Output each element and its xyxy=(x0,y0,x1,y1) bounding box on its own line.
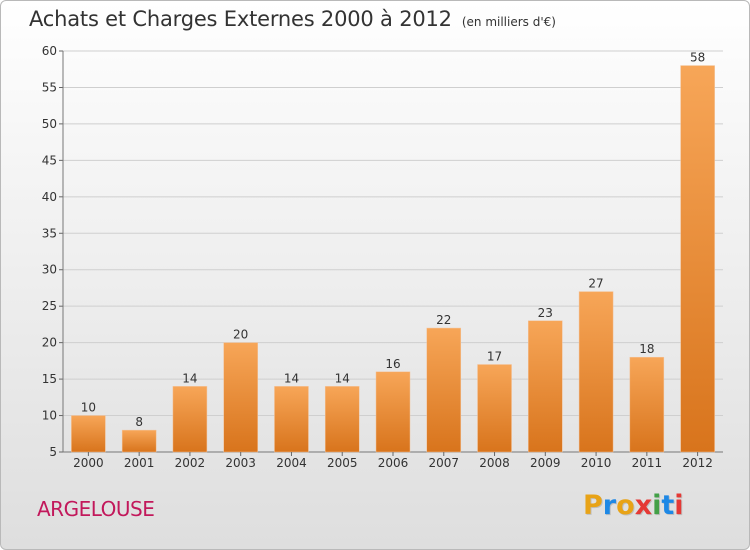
y-tick-label: 20 xyxy=(42,336,57,350)
logo-letter: i xyxy=(674,490,684,521)
y-tick-label: 25 xyxy=(42,299,57,313)
proxiti-logo: Proxiti xyxy=(583,490,684,521)
bar xyxy=(528,320,563,453)
chart-subtitle: (en milliers d'€) xyxy=(461,15,556,29)
chart-title: Achats et Charges Externes 2000 à 2012 xyxy=(29,7,452,31)
y-tick-label: 35 xyxy=(42,226,57,240)
bar xyxy=(71,415,106,453)
bar-value-label: 22 xyxy=(436,313,451,327)
y-tick-label: 55 xyxy=(42,80,57,94)
logo-letter: t xyxy=(661,490,675,521)
bar-value-label: 20 xyxy=(233,328,248,342)
x-tick-label: 2006 xyxy=(378,456,409,470)
y-tick-label: 40 xyxy=(42,190,57,204)
x-tick-label: 2003 xyxy=(225,456,256,470)
x-tick-label: 2007 xyxy=(428,456,459,470)
y-tick-label: 5 xyxy=(49,445,57,459)
x-tick-label: 2000 xyxy=(73,456,104,470)
y-tick-label: 30 xyxy=(42,263,57,277)
bar xyxy=(172,386,208,453)
bar xyxy=(121,429,157,453)
logo-letter: P xyxy=(583,490,603,521)
bar-value-label: 14 xyxy=(335,371,350,385)
y-tick-label: 60 xyxy=(42,44,57,58)
logo-letter: r xyxy=(602,490,617,521)
bar-value-label: 17 xyxy=(487,350,502,364)
x-tick-label: 2001 xyxy=(124,456,155,470)
chart-title-block: Achats et Charges Externes 2000 à 2012 (e… xyxy=(29,7,556,31)
bar-value-label: 58 xyxy=(690,51,705,65)
bar-value-label: 27 xyxy=(588,277,603,291)
x-tick-label: 2008 xyxy=(479,456,510,470)
logo-letter: o xyxy=(616,490,635,521)
bar xyxy=(375,371,411,453)
bar-value-label: 14 xyxy=(182,371,197,385)
logo-letter: x xyxy=(634,490,653,521)
bar xyxy=(223,342,258,453)
x-tick-label: 2012 xyxy=(682,456,713,470)
bar-value-label: 16 xyxy=(385,357,400,371)
y-tick-label: 45 xyxy=(42,153,57,167)
x-tick-label: 2002 xyxy=(175,456,206,470)
y-tick-label: 15 xyxy=(42,372,57,386)
y-tick-label: 50 xyxy=(42,117,57,131)
x-tick-label: 2004 xyxy=(276,456,307,470)
x-tick-label: 2011 xyxy=(632,456,663,470)
x-tick-label: 2010 xyxy=(581,456,612,470)
bar-value-label: 10 xyxy=(81,401,96,415)
bar xyxy=(477,364,512,453)
bar-value-label: 14 xyxy=(284,371,299,385)
bar-value-label: 23 xyxy=(538,306,553,320)
y-tick-label: 10 xyxy=(42,409,57,423)
commune-name: ARGELOUSE xyxy=(37,497,155,521)
x-tick-label: 2009 xyxy=(530,456,561,470)
bar xyxy=(578,291,614,453)
bar-value-label: 8 xyxy=(135,415,143,429)
bar xyxy=(426,327,462,453)
logo-letter: i xyxy=(652,490,662,521)
bar xyxy=(274,386,309,453)
bar-value-label: 18 xyxy=(639,342,654,356)
bar xyxy=(680,65,715,453)
x-tick-label: 2005 xyxy=(327,456,358,470)
bar xyxy=(324,386,360,453)
bar xyxy=(629,356,665,453)
